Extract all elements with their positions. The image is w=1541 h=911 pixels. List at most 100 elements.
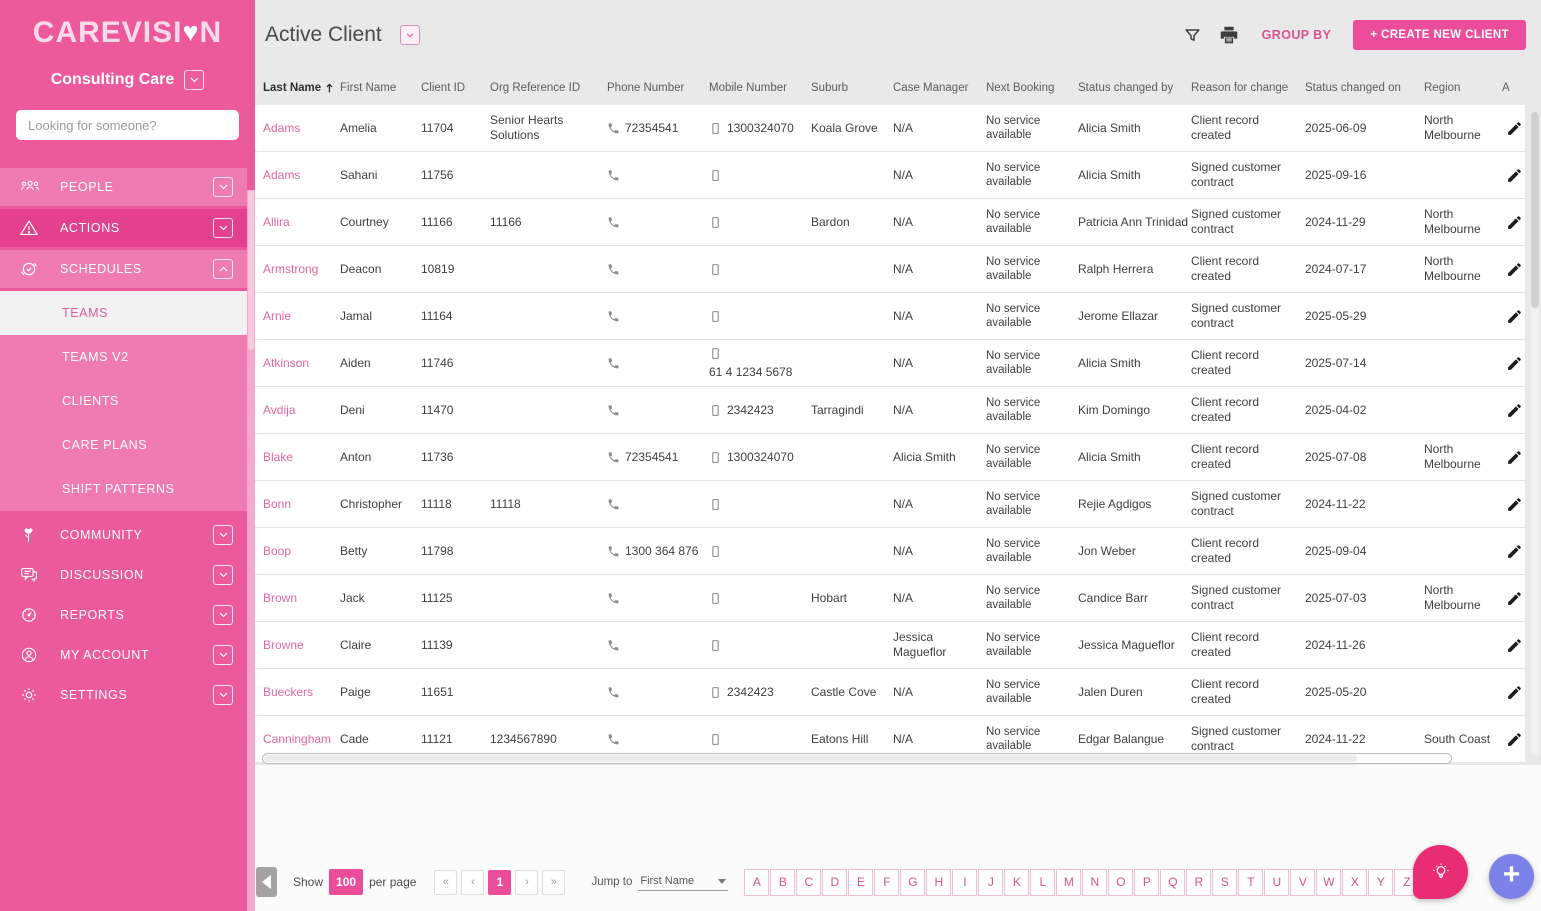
sidebar-subitem-clients[interactable]: CLIENTS	[0, 379, 247, 423]
org-selector[interactable]: Consulting Care	[0, 70, 255, 90]
edit-client-button[interactable]	[1506, 120, 1523, 137]
cell-last-name[interactable]: Adams	[263, 120, 301, 135]
page-button-‹[interactable]: ‹	[461, 869, 485, 895]
alphabet-A[interactable]: A	[744, 868, 770, 896]
horizontal-scrollbar-thumb[interactable]	[264, 755, 1357, 762]
cell-last-name[interactable]: Blake	[263, 449, 294, 464]
alphabet-G[interactable]: G	[900, 868, 926, 896]
column-header-last-name[interactable]: Last Name	[263, 81, 340, 95]
page-button-1[interactable]: 1	[488, 869, 512, 895]
chevron-down-icon[interactable]	[213, 525, 233, 545]
cell-last-name[interactable]: Avdija	[263, 402, 296, 417]
cell-last-name[interactable]: Bonn	[263, 496, 292, 511]
column-header-mobile-number[interactable]: Mobile Number	[709, 81, 787, 94]
sidebar-item-people[interactable]: PEOPLE	[0, 168, 247, 206]
edit-client-button[interactable]	[1506, 167, 1523, 184]
group-by-button[interactable]: GROUP BY	[1261, 28, 1332, 42]
chevron-down-icon[interactable]	[213, 605, 233, 625]
edit-client-button[interactable]	[1506, 402, 1523, 419]
create-new-client-button[interactable]: + CREATE NEW CLIENT	[1353, 20, 1526, 50]
chevron-down-icon[interactable]	[184, 70, 205, 90]
sidebar-item-actions[interactable]: ACTIONS	[0, 209, 247, 247]
sidebar-item-discussion[interactable]: DISCUSSION	[0, 555, 247, 595]
edit-client-button[interactable]	[1506, 637, 1523, 654]
alphabet-O[interactable]: O	[1108, 868, 1134, 896]
sidebar-collapse-button[interactable]	[256, 867, 277, 897]
cell-last-name[interactable]: Boop	[263, 543, 292, 558]
filter-icon[interactable]	[1183, 26, 1202, 45]
edit-client-button[interactable]	[1506, 308, 1523, 325]
column-header-a[interactable]: A	[1502, 81, 1510, 94]
edit-client-button[interactable]	[1506, 590, 1523, 607]
alphabet-F[interactable]: F	[874, 868, 900, 896]
column-header-next-booking[interactable]: Next Booking	[986, 81, 1055, 94]
edit-client-button[interactable]	[1506, 731, 1523, 748]
column-header-org-reference-id[interactable]: Org Reference ID	[490, 81, 581, 94]
edit-client-button[interactable]	[1506, 543, 1523, 560]
cell-last-name[interactable]: Bueckers	[263, 684, 314, 699]
alphabet-N[interactable]: N	[1082, 868, 1108, 896]
alphabet-D[interactable]: D	[822, 868, 848, 896]
chevron-down-icon[interactable]	[213, 177, 233, 197]
vertical-scrollbar-thumb[interactable]	[1531, 112, 1539, 308]
add-button[interactable]: +	[1489, 854, 1534, 899]
column-header-status-changed-on[interactable]: Status changed on	[1305, 81, 1401, 94]
column-header-reason-for-change[interactable]: Reason for change	[1191, 81, 1289, 94]
chevron-down-icon[interactable]	[213, 218, 233, 238]
cell-last-name[interactable]: Brown	[263, 590, 298, 605]
alphabet-S[interactable]: S	[1212, 868, 1238, 896]
alphabet-L[interactable]: L	[1030, 868, 1056, 896]
column-header-region[interactable]: Region	[1424, 81, 1461, 94]
alphabet-V[interactable]: V	[1290, 868, 1316, 896]
cell-last-name[interactable]: Adams	[263, 167, 301, 182]
alphabet-I[interactable]: I	[952, 868, 978, 896]
search-input[interactable]	[16, 110, 239, 140]
alphabet-C[interactable]: C	[796, 868, 822, 896]
help-lightbulb-button[interactable]	[1413, 845, 1468, 899]
alphabet-R[interactable]: R	[1186, 868, 1212, 896]
alphabet-Q[interactable]: Q	[1160, 868, 1186, 896]
alphabet-X[interactable]: X	[1342, 868, 1368, 896]
vertical-scrollbar[interactable]	[1531, 112, 1539, 755]
column-header-client-id[interactable]: Client ID	[421, 81, 466, 94]
alphabet-M[interactable]: M	[1056, 868, 1082, 896]
column-header-status-changed-by[interactable]: Status changed by	[1078, 81, 1174, 94]
alphabet-H[interactable]: H	[926, 868, 952, 896]
alphabet-Y[interactable]: Y	[1368, 868, 1394, 896]
client-status-dropdown[interactable]	[399, 25, 420, 45]
chevron-down-icon[interactable]	[213, 685, 233, 705]
sidebar-subitem-care-plans[interactable]: CARE PLANS	[0, 423, 247, 467]
cell-last-name[interactable]: Arnie	[263, 308, 292, 323]
column-header-phone-number[interactable]: Phone Number	[607, 81, 685, 94]
alphabet-B[interactable]: B	[770, 868, 796, 896]
edit-client-button[interactable]	[1506, 496, 1523, 513]
horizontal-scrollbar[interactable]	[262, 753, 1452, 764]
sidebar-item-schedules[interactable]: SCHEDULES	[0, 250, 247, 288]
column-header-first-name[interactable]: First Name	[340, 81, 397, 94]
page-button-»[interactable]: »	[542, 869, 566, 895]
alphabet-U[interactable]: U	[1264, 868, 1290, 896]
page-size-selector[interactable]: 100	[329, 869, 364, 895]
chevron-down-icon[interactable]	[213, 645, 233, 665]
alphabet-P[interactable]: P	[1134, 868, 1160, 896]
sidebar-item-my-account[interactable]: MY ACCOUNT	[0, 635, 247, 675]
chevron-down-icon[interactable]	[213, 565, 233, 585]
cell-last-name[interactable]: Browne	[263, 637, 304, 652]
cell-last-name[interactable]: Armstrong	[263, 261, 319, 276]
edit-client-button[interactable]	[1506, 449, 1523, 466]
edit-client-button[interactable]	[1506, 355, 1523, 372]
alphabet-E[interactable]: E	[848, 868, 874, 896]
sidebar-item-community[interactable]: COMMUNITY	[0, 515, 247, 555]
sidebar-subitem-shift-patterns[interactable]: SHIFT PATTERNS	[0, 467, 247, 511]
page-button-›[interactable]: ›	[515, 869, 539, 895]
sidebar-item-settings[interactable]: SETTINGS	[0, 675, 247, 715]
edit-client-button[interactable]	[1506, 261, 1523, 278]
cell-last-name[interactable]: Canningham	[263, 731, 332, 746]
sidebar-subitem-teams[interactable]: TEAMS	[0, 291, 247, 335]
edit-client-button[interactable]	[1506, 214, 1523, 231]
sidebar-subitem-teams-v2[interactable]: TEAMS V2	[0, 335, 247, 379]
jump-to-select[interactable]: First Name	[638, 873, 729, 891]
cell-last-name[interactable]: Atkinson	[263, 355, 310, 370]
sidebar-scrollbar[interactable]	[247, 190, 255, 911]
cell-last-name[interactable]: Allira	[263, 214, 290, 229]
